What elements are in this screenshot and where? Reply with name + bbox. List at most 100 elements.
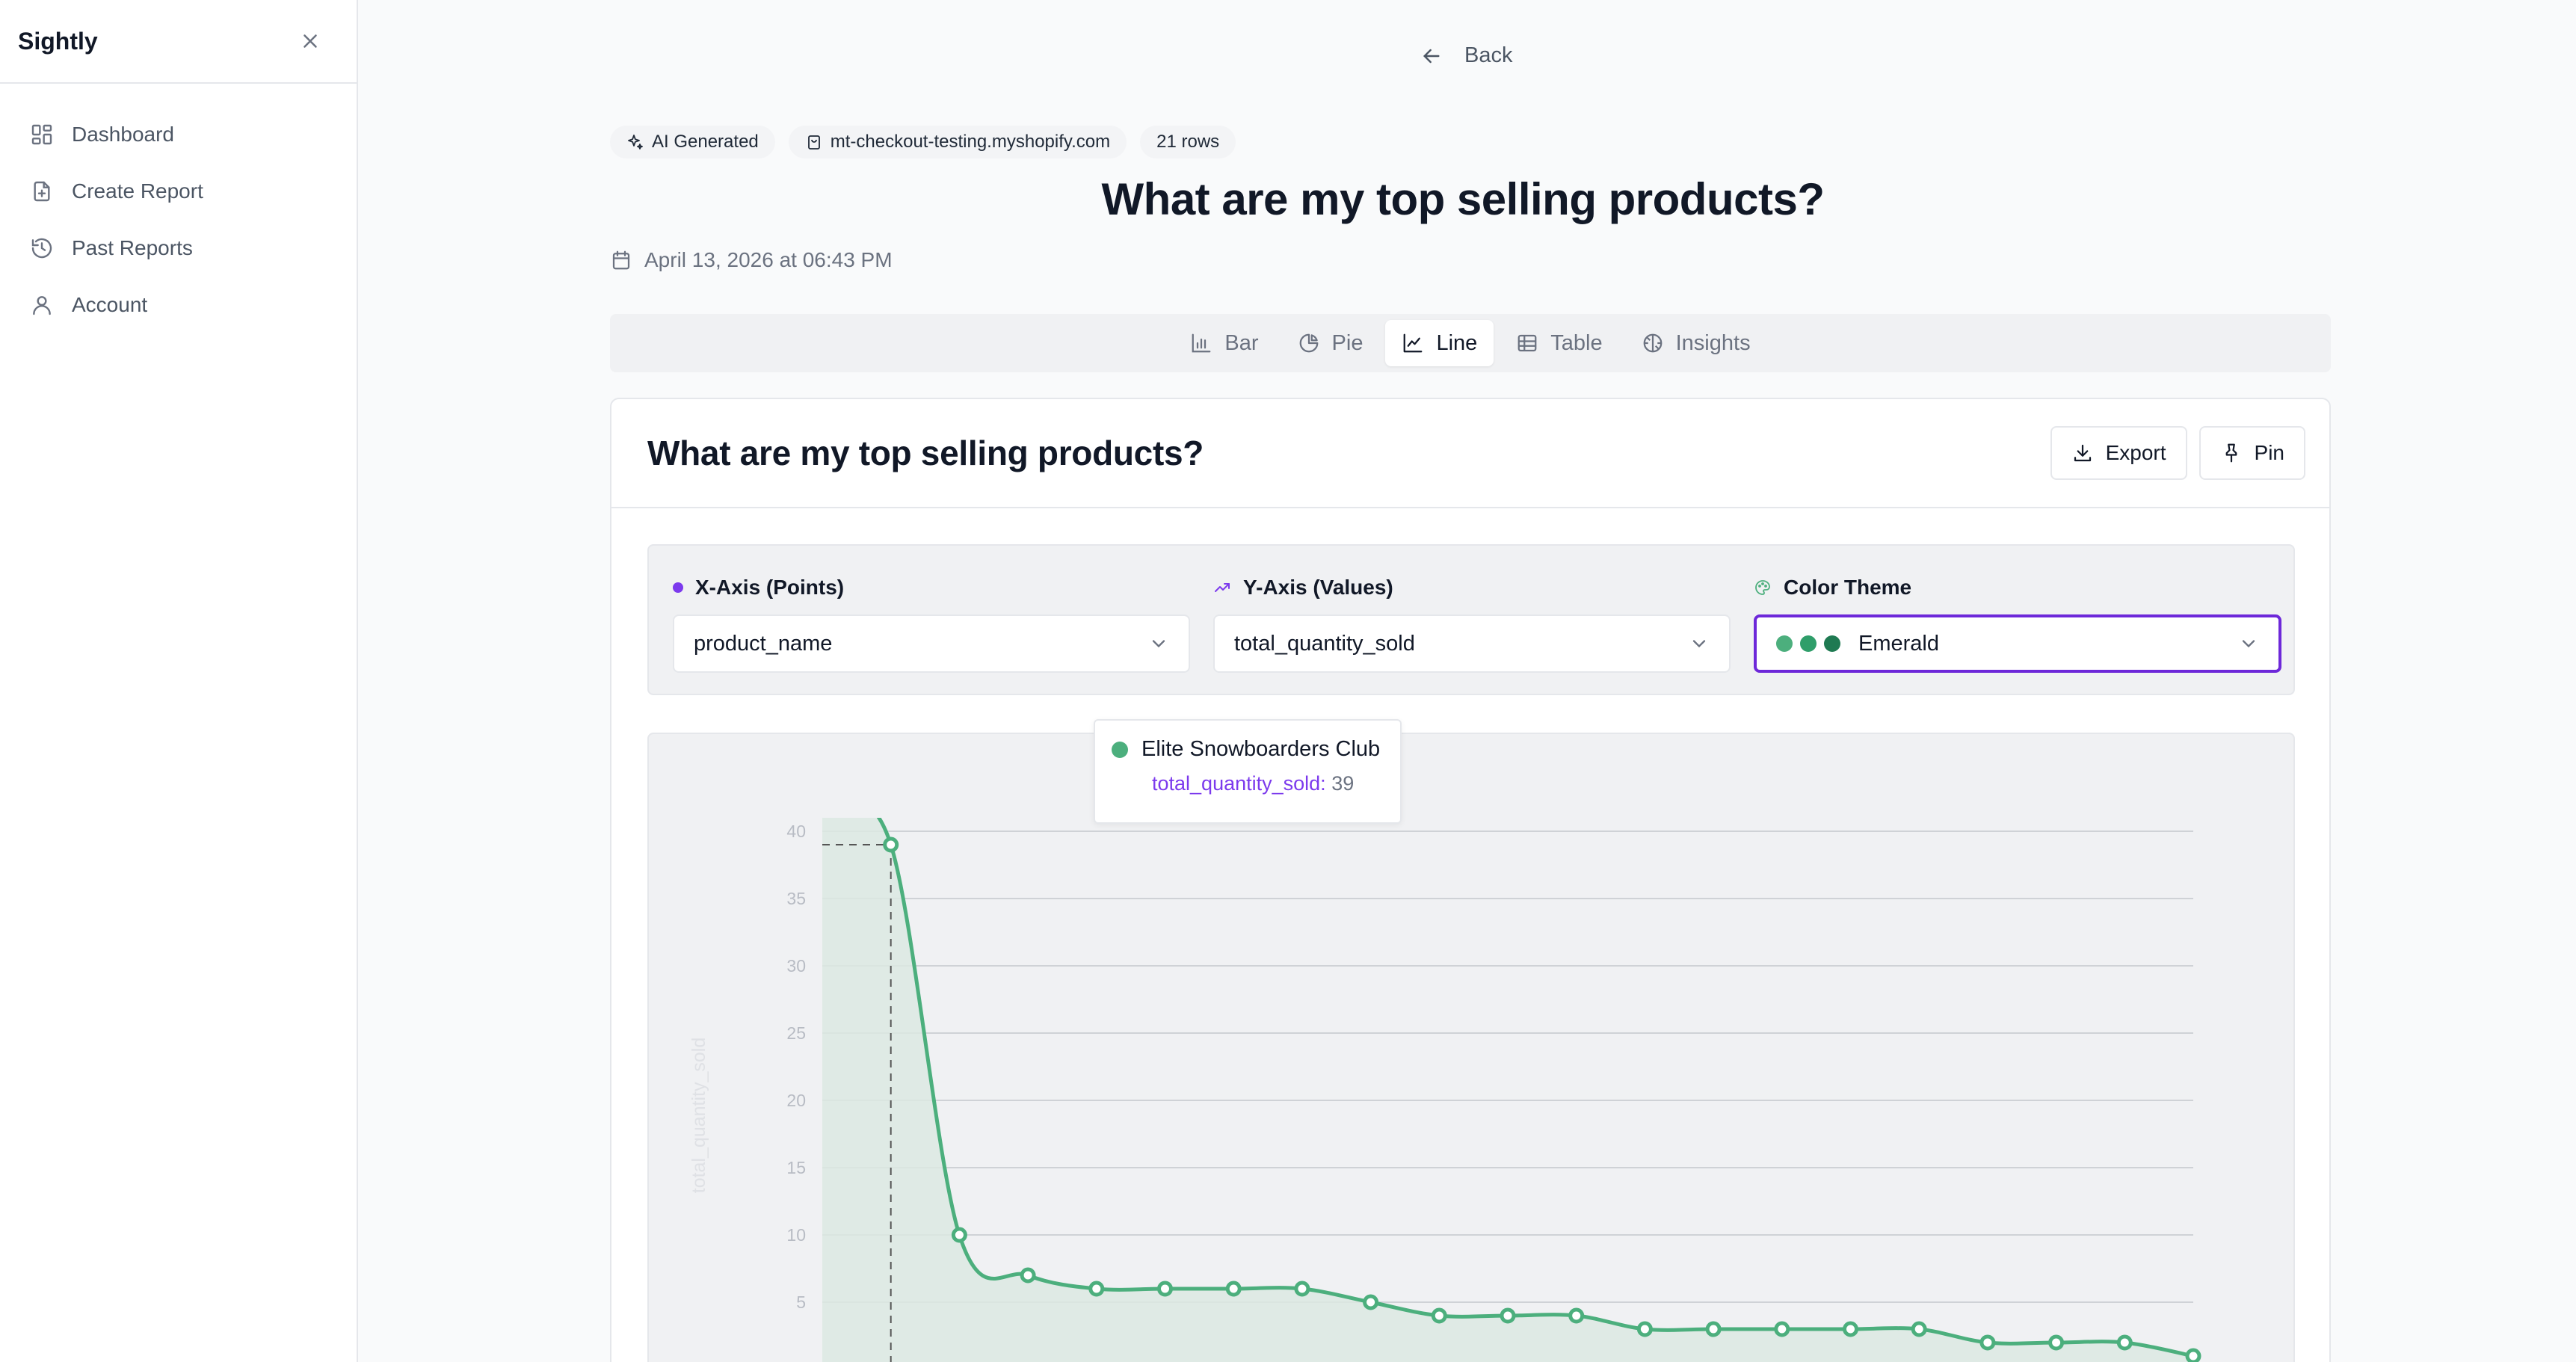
chart-grid [822, 831, 2193, 1303]
date-label: April 13, 2026 at 06:43 PM [644, 248, 893, 271]
sidebar-item-label: Create Report [72, 179, 203, 203]
calendar-icon [612, 250, 630, 270]
user-icon [33, 296, 51, 315]
chart-area-fill [822, 818, 2193, 1362]
badge-label: 21 rows [1156, 132, 1220, 152]
sidebar-item-label: Account [72, 293, 148, 316]
sidebar-item-past-reports[interactable]: Past Reports [0, 220, 357, 277]
tab-table[interactable]: Table [1500, 320, 1618, 366]
tooltip-value: 39 [1331, 772, 1355, 795]
download-icon [2074, 444, 2091, 462]
series-points [883, 836, 2201, 1362]
data-point [1088, 1281, 1105, 1297]
data-point [1363, 1294, 1379, 1310]
sidebar-item-create-report[interactable]: Create Report [0, 163, 357, 220]
y-axis-select[interactable]: total_quantity_sold [1213, 614, 1731, 673]
main-content: Back AI Generated mt-checkout-testing.my… [358, 0, 2576, 1362]
pin-button[interactable]: Pin [2198, 426, 2305, 480]
pie-chart-icon [1299, 333, 1318, 353]
chart-tooltip: Elite Snowboarders Club total_quantity_s… [1094, 719, 1402, 824]
x-axis-select[interactable]: product_name [673, 614, 1190, 673]
data-point [1157, 1281, 1173, 1297]
y-tick-label: 30 [786, 956, 806, 976]
tab-label: Table [1550, 330, 1603, 355]
x-axis-label-text: X-Axis (Points) [695, 576, 845, 599]
tooltip-title-row: Elite Snowboarders Club [1112, 737, 1384, 762]
export-button[interactable]: Export [2050, 426, 2187, 480]
data-point [2048, 1334, 2065, 1351]
color-theme-label: Color Theme [1754, 573, 2281, 603]
line-chart-icon [1404, 333, 1423, 353]
y-axis-value: total_quantity_sold [1234, 631, 1415, 656]
close-sidebar-button[interactable] [294, 25, 327, 58]
store-badge: mt-checkout-testing.myshopify.com [788, 126, 1127, 158]
data-point [1843, 1321, 1858, 1337]
tab-bar[interactable]: Bar [1174, 320, 1275, 366]
chevron-down-icon [1152, 640, 1165, 648]
chevron-down-icon [2242, 640, 2255, 648]
history-icon [31, 238, 52, 259]
report-card: What are my top selling products? Export… [610, 398, 2331, 1362]
table-icon [1517, 334, 1537, 352]
x-axis-value: product_name [694, 631, 833, 656]
sidebar-item-account[interactable]: Account [0, 277, 357, 333]
swatch [1776, 635, 1793, 652]
chart-type-tabs: Bar Pie Line Table Insights [610, 314, 2331, 372]
y-tick-label: 40 [786, 822, 806, 841]
data-point [1636, 1321, 1653, 1337]
y-ticks: 5 10 15 20 25 30 35 40 [786, 822, 806, 1312]
y-axis-label-text: Y-Axis (Values) [1243, 576, 1393, 599]
card-title: What are my top selling products? [647, 434, 1204, 472]
card-actions: Export Pin [2050, 426, 2305, 480]
data-point [1020, 1267, 1036, 1284]
y-axis-label: Y-Axis (Values) [1213, 573, 1731, 603]
back-label: Back [1464, 43, 1513, 67]
data-point [883, 836, 899, 853]
tooltip-colon: : [1320, 772, 1326, 795]
chevron-down-icon [1692, 640, 1706, 648]
sidebar-item-label: Past Reports [72, 236, 193, 259]
color-theme-display: Emerald [1776, 632, 1939, 656]
crosshair [822, 844, 892, 1362]
tooltip-title: Elite Snowboarders Club [1141, 737, 1381, 761]
sidebar-item-label: Dashboard [72, 123, 174, 146]
sidebar-nav: Dashboard Create Report Past Reports Acc… [0, 84, 357, 333]
y-tick-label: 25 [786, 1023, 806, 1043]
dashboard-icon [31, 124, 52, 145]
arrow-left-icon [1423, 49, 1440, 63]
swatch [1824, 635, 1840, 652]
report-date: April 13, 2026 at 06:43 PM [610, 248, 893, 272]
brand-logo: Sightly [18, 27, 98, 55]
sidebar-item-dashboard[interactable]: Dashboard [0, 106, 357, 163]
tab-insights[interactable]: Insights [1625, 320, 1767, 366]
data-point [2116, 1334, 2133, 1351]
tab-pie[interactable]: Pie [1281, 320, 1380, 366]
tab-label: Bar [1224, 330, 1259, 355]
data-point [1294, 1281, 1310, 1297]
back-button[interactable]: Back [1420, 43, 1512, 68]
data-point [1225, 1281, 1242, 1297]
y-tick-label: 35 [786, 889, 806, 908]
close-icon [303, 34, 317, 48]
color-theme-select[interactable]: Emerald [1754, 614, 2281, 673]
sparkles-icon [628, 135, 643, 150]
series-color-dot [1112, 741, 1128, 758]
y-axis-title: total_quantity_sold [688, 1038, 709, 1193]
data-point [951, 1227, 967, 1243]
button-label: Pin [2254, 441, 2284, 464]
tooltip-key: total_quantity_sold [1152, 772, 1321, 795]
sidebar-header: Sightly [0, 0, 357, 84]
y-tick-label: 5 [796, 1292, 806, 1312]
data-point [1568, 1307, 1585, 1324]
tab-label: Line [1436, 330, 1478, 355]
y-tick-label: 10 [786, 1225, 806, 1245]
data-point [1431, 1307, 1447, 1324]
bar-chart-icon [1192, 333, 1211, 353]
sidebar: Sightly Dashboard Create Report Past Rep… [0, 0, 358, 1362]
chart-controls: X-Axis (Points) product_name Y-Axis (Val… [647, 544, 2295, 695]
line-chart: 5 10 15 20 25 30 35 40 total_quantity_sold [647, 733, 2295, 1362]
pin-icon [2225, 443, 2237, 463]
tab-line[interactable]: Line [1385, 320, 1494, 366]
line-chart-svg: 5 10 15 20 25 30 35 40 total_quantity_sold [688, 818, 2201, 1362]
data-point [1774, 1321, 1790, 1337]
